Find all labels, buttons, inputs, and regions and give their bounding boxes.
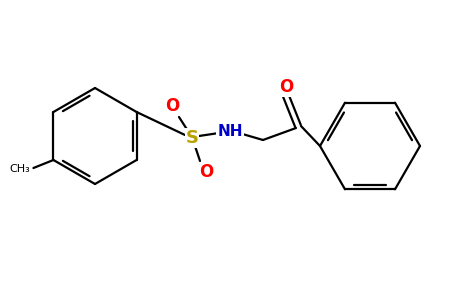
Text: S: S (185, 129, 199, 147)
Text: O: O (279, 78, 293, 96)
Text: O: O (165, 97, 179, 115)
Text: NH: NH (217, 125, 243, 139)
Text: O: O (199, 163, 213, 181)
Text: CH₃: CH₃ (10, 164, 30, 174)
